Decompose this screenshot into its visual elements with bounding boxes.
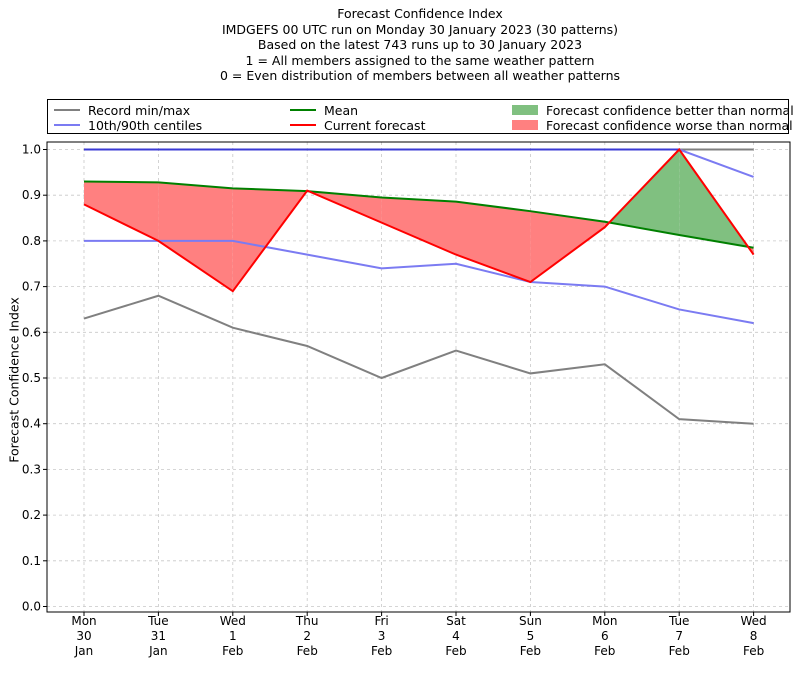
- legend-item-centiles: 10th/90th centiles: [54, 117, 202, 133]
- x-tick-label-line: Tue: [668, 614, 690, 628]
- y-tick-label: 0.9: [22, 188, 41, 202]
- worse-than-normal-area: [456, 201, 531, 283]
- y-tick-label: 0.6: [22, 325, 41, 339]
- title-line-4: 1 = All members assigned to the same wea…: [245, 52, 595, 68]
- legend-label-better: Forecast confidence better than normal: [546, 102, 794, 118]
- x-tick-label-line: Feb: [519, 644, 542, 658]
- x-tick-label-line: 4: [452, 629, 460, 643]
- x-tick-label-line: Feb: [222, 644, 244, 658]
- legend-label-worse: Forecast confidence worse than normal: [546, 117, 793, 133]
- p90-line: [84, 148, 754, 178]
- worse-than-normal-area: [381, 197, 456, 255]
- legend-item-worse: Forecast confidence worse than normal: [512, 117, 793, 133]
- better-than-normal-area: [609, 149, 680, 235]
- x-tick-label-line: 5: [526, 629, 535, 643]
- x-tick-label-line: Feb: [445, 644, 467, 658]
- title-line-5: 0 = Even distribution of members between…: [219, 68, 621, 83]
- legend-item-better: Forecast confidence better than normal: [512, 102, 794, 118]
- x-tick-label: Thu 2 Feb: [277, 614, 337, 659]
- x-tick-label: Tue 7 Feb: [649, 614, 709, 659]
- record-min-line: [83, 294, 754, 425]
- x-tick-label-line: Sat: [446, 614, 466, 628]
- worse-than-normal-area: [158, 182, 233, 292]
- x-tick-label-line: 8: [749, 629, 758, 643]
- x-tick-label: Mon 6 Feb: [575, 614, 635, 659]
- x-tick-label-line: Feb: [296, 644, 318, 658]
- legend-swatch-mean: [290, 109, 316, 111]
- legend-label-record: Record min/max: [88, 102, 191, 118]
- chart-title: Forecast Confidence Index IMDGEFS 00 UTC…: [0, 6, 800, 84]
- x-tick-label-line: Thu: [295, 614, 319, 628]
- x-tick-label-line: 7: [675, 629, 683, 643]
- legend-item-mean: Mean: [290, 102, 358, 118]
- x-tick-label: Tue 31 Jan: [128, 614, 188, 659]
- legend-label-current: Current forecast: [324, 117, 426, 133]
- x-tick-label-line: Jan: [74, 644, 94, 658]
- x-tick-label-line: Mon: [592, 614, 618, 628]
- x-tick-label-line: Tue: [148, 614, 169, 628]
- x-tick-label-line: 31: [150, 629, 167, 643]
- x-tick-label-line: Feb: [742, 644, 765, 658]
- x-tick-label: Wed 8 Feb: [724, 614, 784, 659]
- legend-swatch-centiles: [54, 124, 80, 126]
- x-tick-label-line: Feb: [594, 644, 616, 658]
- x-tick-label-line: Fri: [374, 614, 389, 628]
- mean-line: [83, 180, 754, 249]
- title-line-2: IMDGEFS 00 UTC run on Monday 30 January …: [221, 21, 619, 37]
- legend-label-centiles: 10th/90th centiles: [88, 117, 203, 133]
- x-tick-label-line: 30: [76, 629, 92, 643]
- y-tick-label: 0.5: [22, 371, 41, 385]
- legend-item-record: Record min/max: [54, 102, 190, 118]
- legend-swatch-record: [54, 109, 80, 111]
- legend: Record min/max 10th/90th centiles Mean C…: [47, 99, 794, 134]
- x-tick-label-line: 6: [600, 629, 609, 643]
- x-tick-label-line: Jan: [149, 644, 168, 658]
- x-tick-label-line: 2: [303, 629, 311, 643]
- x-tick-label-line: 1: [228, 629, 237, 643]
- x-tick-label: Sun 5 Feb: [500, 614, 560, 659]
- y-tick-label: 0.7: [22, 280, 41, 294]
- x-tick-label: Mon 30 Jan: [54, 614, 114, 659]
- x-tick-label-line: Mon: [71, 614, 97, 628]
- legend-swatch-worse: [512, 120, 538, 130]
- x-tick-label-line: Feb: [668, 644, 690, 658]
- current-forecast-line: [83, 147, 755, 293]
- x-tick-label: Wed 1 Feb: [203, 614, 263, 659]
- x-tick-label-line: 3: [377, 629, 386, 643]
- p10-line: [84, 239, 754, 325]
- legend-swatch-better: [512, 105, 538, 115]
- worse-than-normal-area: [84, 181, 159, 241]
- legend-label-mean: Mean: [324, 102, 359, 118]
- x-tick-label-line: Wed: [740, 614, 767, 628]
- y-tick-label: 0.3: [22, 462, 41, 476]
- y-tick-label: 0.0: [22, 600, 41, 614]
- y-tick-label: 0.4: [22, 417, 41, 431]
- y-axis-label: Forecast Confidence Index: [6, 297, 22, 463]
- series-lines: [83, 147, 755, 425]
- legend-item-current: Current forecast: [290, 117, 425, 133]
- x-tick-label-line: Feb: [370, 644, 393, 658]
- legend-swatch-current: [290, 124, 316, 126]
- x-tick-label: Sat 4 Feb: [426, 614, 486, 659]
- y-tick-label: 0.1: [22, 554, 41, 568]
- x-tick-label-line: Sun: [518, 614, 542, 628]
- x-tick-label: Fri 3 Feb: [352, 614, 412, 659]
- y-tick-label: 1.0: [22, 143, 41, 157]
- worse-than-normal-area: [530, 211, 605, 283]
- y-tick-label: 0.8: [22, 234, 41, 248]
- confidence-fills: [84, 149, 754, 292]
- plot-frame: [46, 141, 791, 613]
- axes: 0.0 0.1 0.2 0.3 0.4 0.5 0.6 0.7 0.8 0.9 1.0: [22, 141, 791, 616]
- x-tick-label-line: Wed: [219, 614, 246, 628]
- y-tick-label: 0.2: [22, 508, 41, 522]
- title-line-3: Based on the latest 743 runs up to 30 Ja…: [257, 37, 583, 52]
- title-line-1: Forecast Confidence Index: [337, 6, 503, 21]
